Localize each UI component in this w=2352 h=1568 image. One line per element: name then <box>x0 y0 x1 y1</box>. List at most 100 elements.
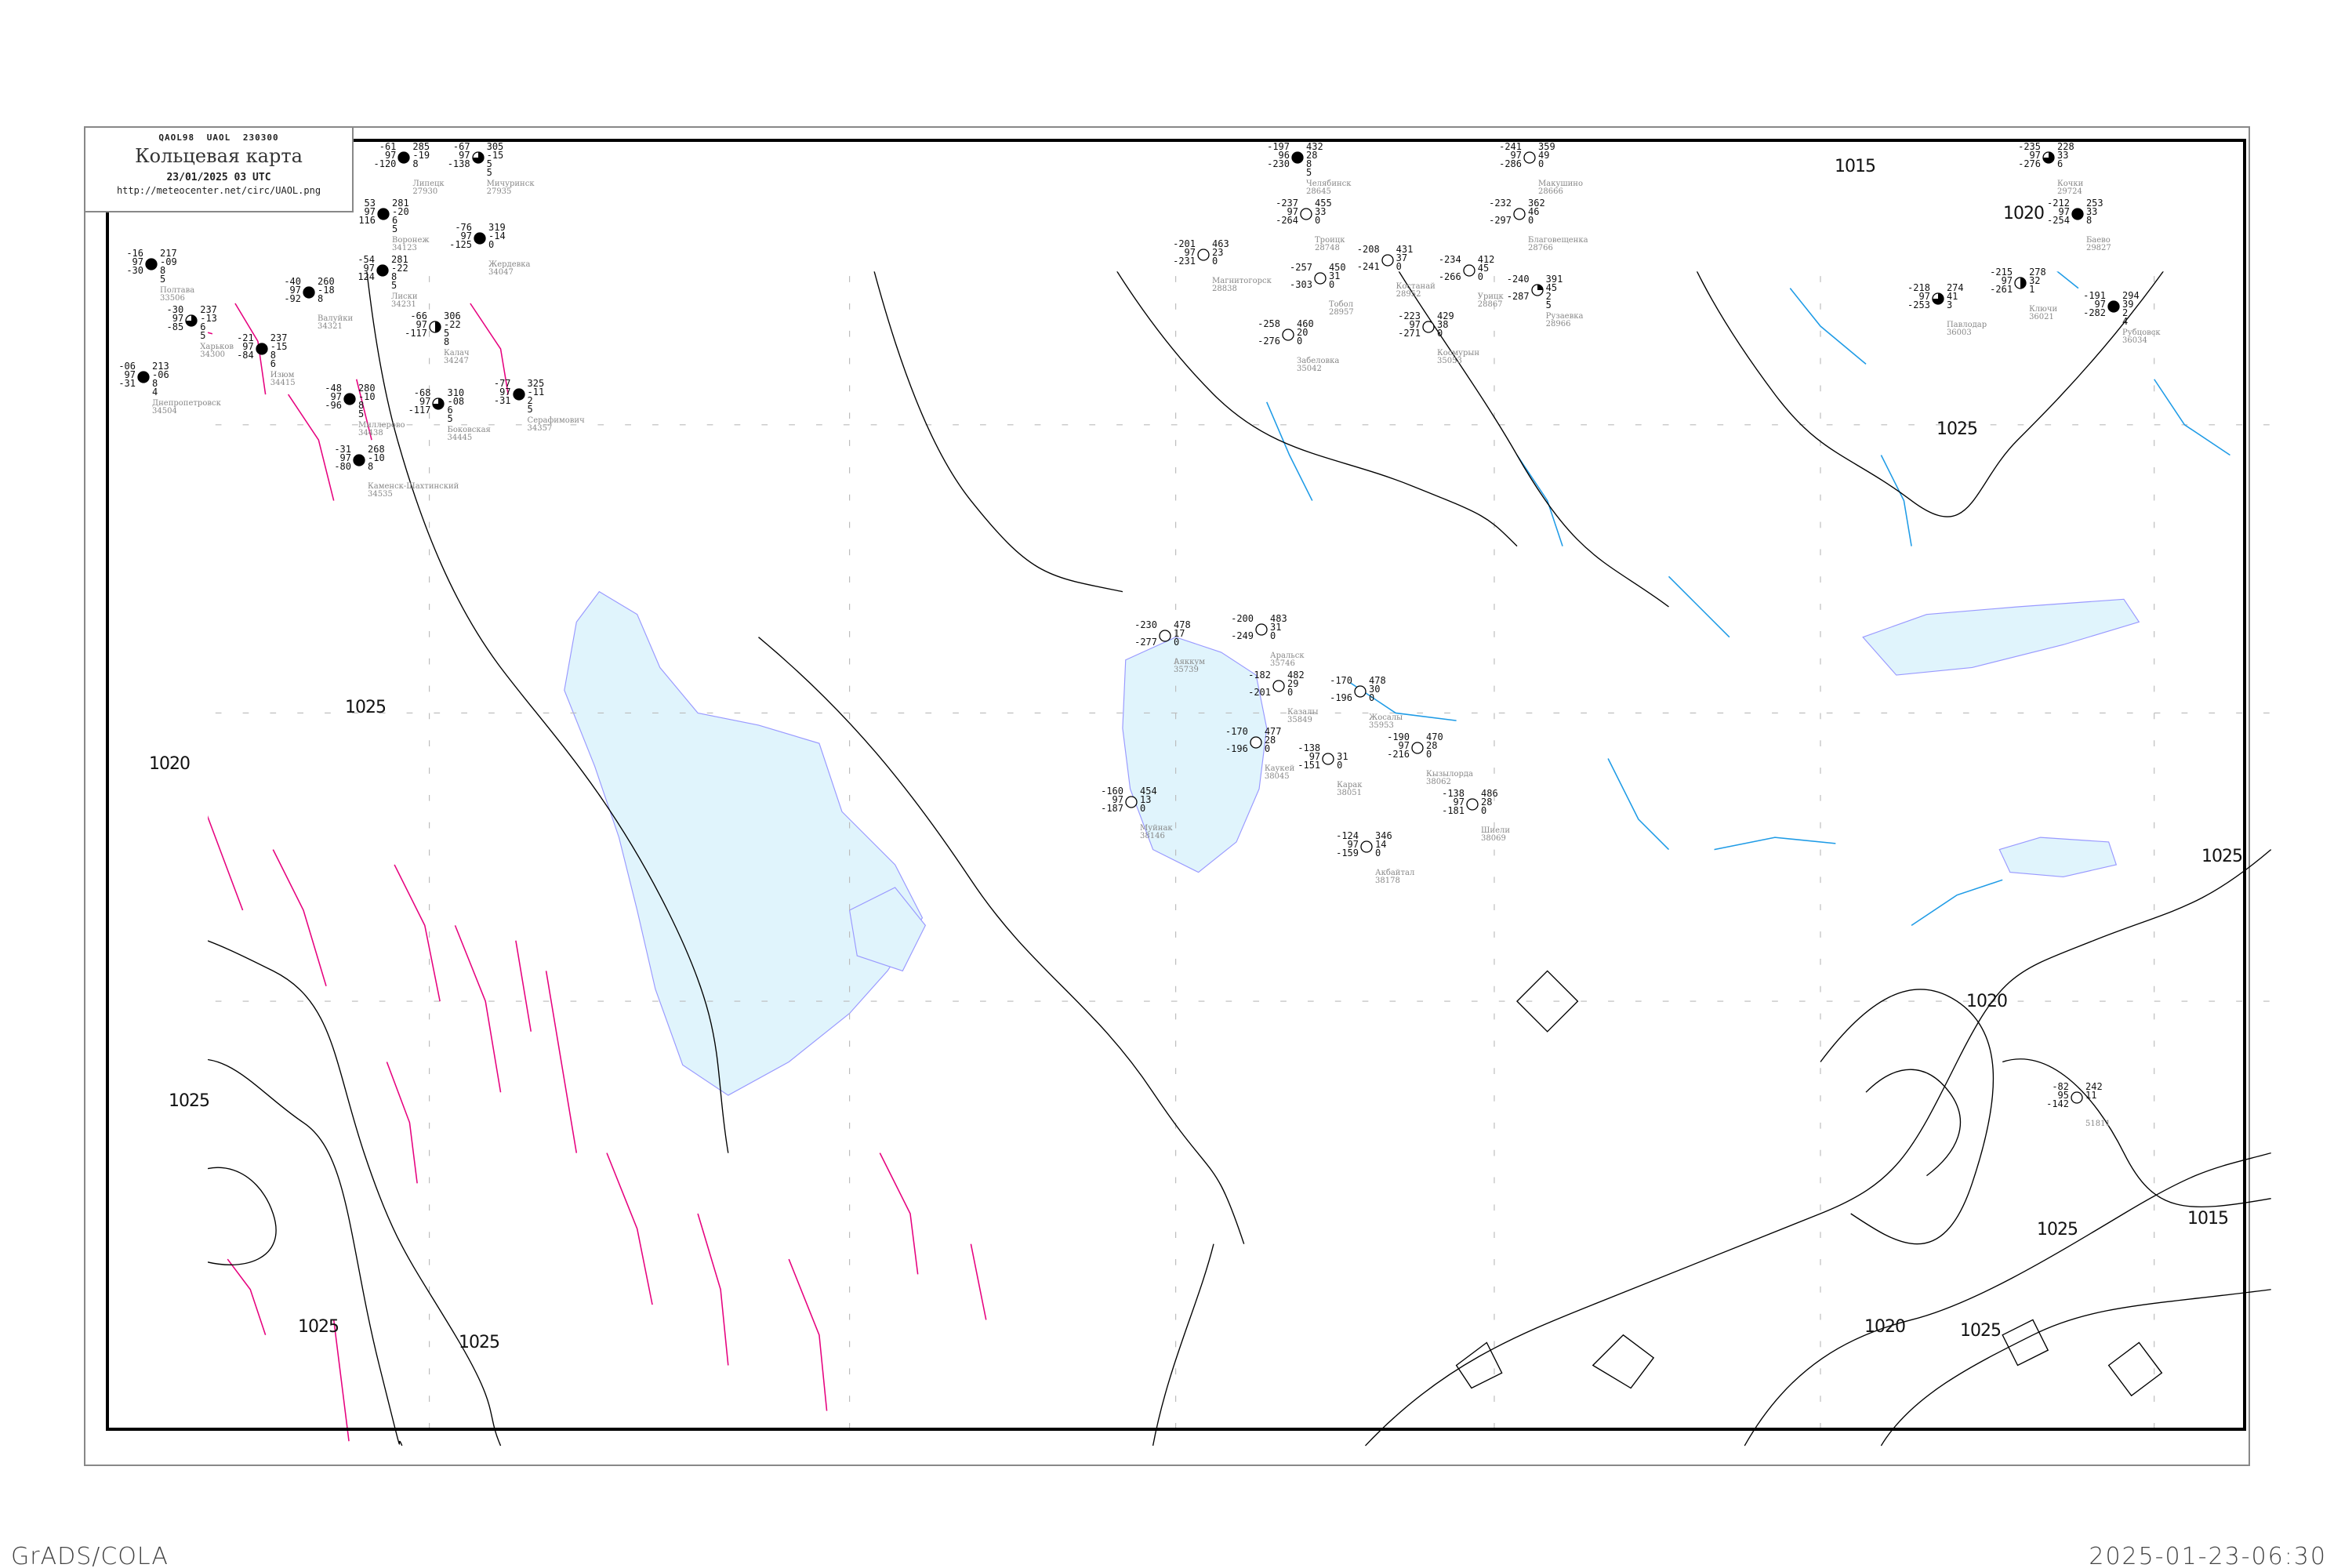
station-name: Шиели <box>1481 826 1511 836</box>
isobars <box>208 271 2272 1446</box>
station-value: 97 <box>460 230 472 241</box>
station-left-values: -67 97 -138 <box>448 142 470 169</box>
station-label: Муйнак 38146 <box>1140 825 1173 840</box>
rivers <box>1266 271 2230 926</box>
station-right-values: 483 31 0 <box>1270 614 1287 641</box>
station-name: Аральск <box>1270 652 1305 661</box>
station-index: 34247 <box>444 357 469 365</box>
isobar-label: 1025 <box>169 1091 210 1111</box>
station-value: 281 <box>392 198 409 209</box>
isobar-label: 1025 <box>345 698 387 717</box>
station-value: -240 <box>1506 274 1530 285</box>
station-value: -231 <box>1173 256 1196 267</box>
station-value: 0 <box>1297 336 1303 347</box>
station-label: Каукей 38045 <box>1265 765 1294 781</box>
station-label: Кочки 29724 <box>2057 180 2083 196</box>
station-value: -266 <box>1438 271 1461 282</box>
station-value: 5 <box>447 413 453 424</box>
station-value: 281 <box>391 254 408 265</box>
station-value: -15 <box>486 150 504 161</box>
station-left-values: -237 97 -264 <box>1276 198 1298 226</box>
station-value: -197 <box>1267 141 1290 152</box>
station-value: 37 <box>1396 252 1408 263</box>
station-value: 8 <box>160 265 166 276</box>
station-value: 5 <box>1306 167 1312 178</box>
station-name: Акбайтал <box>1375 869 1415 877</box>
station-value: -66 <box>410 310 427 321</box>
station-value: 478 <box>1174 619 1191 630</box>
station-value: 97 <box>1308 751 1321 762</box>
station-value: 97 <box>172 313 184 324</box>
station-left-values: -68 97 -117 <box>408 388 431 415</box>
map-url[interactable]: http://meteocenter.net/circ/UAOL.png <box>116 185 321 196</box>
station-value: 2 <box>527 395 533 406</box>
station-name: Ключи <box>2029 305 2058 314</box>
station-value: -241 <box>1356 260 1380 272</box>
station-index: 28666 <box>1538 187 1563 196</box>
station-index: 38045 <box>1264 772 1290 782</box>
magenta-lines <box>208 303 987 1442</box>
station-label: Карак 38051 <box>1337 782 1362 797</box>
station-value: -196 <box>1330 692 1352 704</box>
station-right-values: 306 -22 5 8 <box>444 311 461 347</box>
water-bodies <box>564 590 2140 1096</box>
station-value: 280 <box>358 383 376 394</box>
station-value: 5 <box>160 274 166 285</box>
station-value: 97 <box>1347 839 1359 850</box>
station-value: 8 <box>270 350 276 361</box>
station-index: 35849 <box>1287 716 1312 725</box>
station-name: Космурын <box>1437 349 1480 358</box>
station-label: Рузаевка 28966 <box>1546 313 1584 328</box>
station-value: 33 <box>1315 206 1327 217</box>
station-value: 39 <box>2122 299 2134 310</box>
station-right-values: 470 28 0 <box>1426 731 1443 759</box>
station-value: 253 <box>2085 198 2103 209</box>
station-index: 36003 <box>1946 328 1972 337</box>
station-value: -297 <box>1489 215 1512 226</box>
station-label: Тобол 28957 <box>1329 301 1354 317</box>
isobar-label: 1025 <box>2201 847 2243 866</box>
station-value: 8 <box>412 158 419 169</box>
station-value: 0 <box>1437 328 1443 339</box>
station-value: -201 <box>1248 687 1271 699</box>
station-left-values: -138 97 -181 <box>1442 789 1465 815</box>
station-value: 97 <box>416 319 427 330</box>
station-value: 2 <box>1545 291 1552 302</box>
station-index: 38069 <box>1481 834 1506 844</box>
station-value: 5 <box>444 328 450 339</box>
station-right-values: 391 45 2 5 <box>1545 274 1563 310</box>
station-left-values: -232 -297 <box>1489 198 1512 226</box>
station-index: 28966 <box>1545 320 1571 328</box>
station-index: 35053 <box>1437 357 1462 365</box>
station-value: 49 <box>1538 150 1550 161</box>
station-value: 455 <box>1315 198 1332 209</box>
station-value: -264 <box>1276 215 1298 226</box>
station-value: 6 <box>270 358 276 369</box>
station-value: 482 <box>1287 670 1305 681</box>
station-value: -187 <box>1101 803 1123 814</box>
station-right-values: 454 13 0 <box>1140 786 1157 813</box>
station-value: 45 <box>1545 282 1558 293</box>
station-value: 237 <box>200 304 217 315</box>
station-right-values: 294 39 2 4 <box>2122 291 2140 326</box>
station-right-values: 281 -20 6 5 <box>392 198 409 234</box>
station-label: Серафимович 34357 <box>528 417 585 433</box>
station-name: Кочки <box>2057 180 2084 188</box>
station-value: 0 <box>1328 279 1335 290</box>
station-value: 432 <box>1306 141 1323 152</box>
station-name: Миллерово <box>358 421 405 430</box>
station-value: 470 <box>1426 731 1443 743</box>
station-value: -282 <box>2083 307 2106 318</box>
station-name: Тобол <box>1328 300 1354 309</box>
station-value: -170 <box>1330 675 1352 687</box>
station-value: 97 <box>2001 275 2013 286</box>
station-left-values: -257 -303 <box>1290 263 1312 289</box>
station-value: 242 <box>2085 1081 2103 1092</box>
station-right-values: 412 45 0 <box>1478 255 1495 281</box>
station-value: -09 <box>160 256 177 267</box>
balkhash-lake <box>1862 598 2140 676</box>
station-index: 38146 <box>1140 832 1165 840</box>
station-value: 97 <box>2029 150 2041 161</box>
